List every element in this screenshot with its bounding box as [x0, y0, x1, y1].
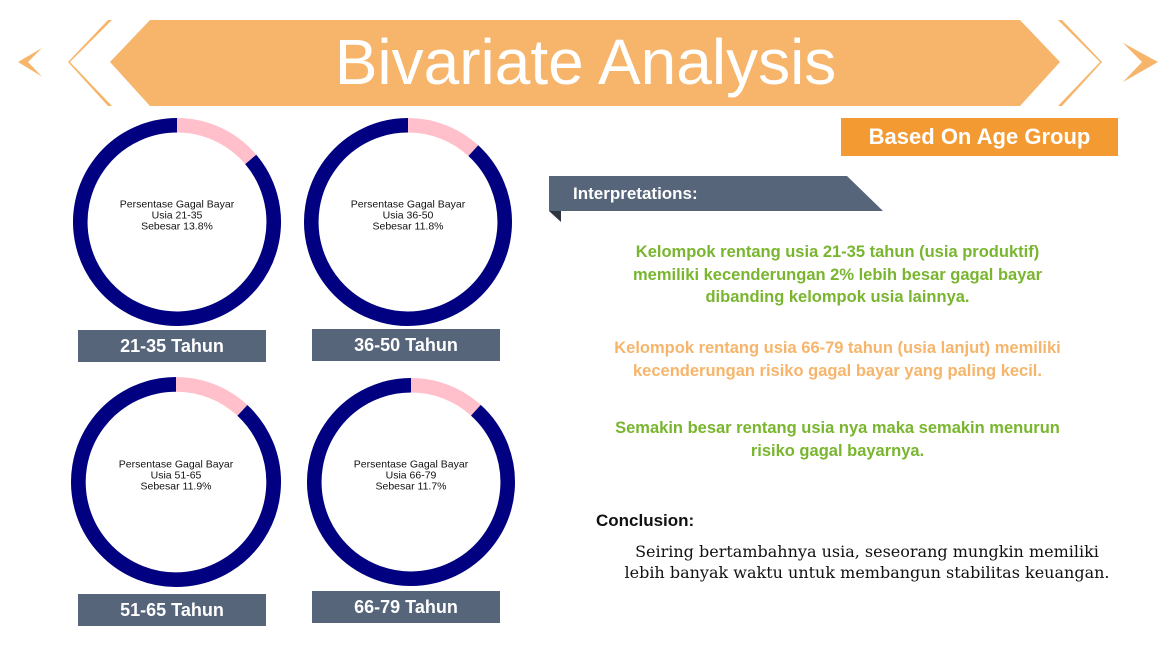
- donut-slice-gagal-bayar: [410, 378, 481, 416]
- group-label-66-79: 66-79 Tahun: [312, 591, 500, 623]
- donut-center-text: Sebesar 13.8%: [141, 221, 213, 233]
- conclusion-line: lebih banyak waktu untuk membangun stabi…: [624, 563, 1110, 582]
- interpretation-1-line: dibanding kelompok usia lainnya.: [705, 288, 970, 306]
- conclusion-title: Conclusion:: [596, 511, 695, 530]
- donut-slice-gagal-bayar: [176, 118, 257, 165]
- interpretation-3-line: Semakin besar rentang usia nya maka sema…: [615, 419, 1060, 437]
- group-label-36-50: 36-50 Tahun: [312, 329, 500, 361]
- donut-slice-lainnya: [71, 377, 281, 587]
- chevron-left-icon: [28, 20, 108, 106]
- interpretation-1: Kelompok rentang usia 21-35 tahun (usia …: [560, 241, 1115, 309]
- donut-center-text: Sebesar 11.8%: [372, 221, 443, 233]
- chevron-right-icon: [1020, 20, 1100, 106]
- donut-center-text: Sebesar 11.7%: [375, 481, 446, 493]
- donut-slice-lainnya: [307, 378, 515, 586]
- interpretation-3-line: risiko gagal bayarnya.: [750, 441, 925, 460]
- page-title: Bivariate Analysis: [334, 26, 837, 98]
- chevron-right-icon: [1062, 20, 1142, 106]
- donut-center-text: Persentase Gagal Bayar: [120, 199, 235, 211]
- donut-center-text: Persentase Gagal Bayar: [354, 459, 469, 471]
- interpretation-1-line: Kelompok rentang usia 21-35 tahun (usia …: [635, 243, 1040, 261]
- donut-slice-gagal-bayar: [407, 118, 479, 157]
- donut-slice-lainnya: [304, 118, 512, 326]
- subtitle-badge: Based On Age Group: [841, 118, 1118, 156]
- donut-center-text: Sebesar 11.9%: [140, 481, 211, 493]
- donut-center-text: Usia 66-79: [386, 470, 437, 482]
- conclusion-text: Seiring bertambahnya usia, seseorang mun…: [612, 541, 1122, 583]
- interpretation-2: Kelompok rentang usia 66-79 tahun (usia …: [560, 337, 1115, 382]
- interpretations-header: [549, 176, 883, 222]
- interpretation-1-line: memiliki kecenderungan 2% lebih besar ga…: [633, 265, 1042, 284]
- chevron-left-icon: [70, 20, 150, 106]
- donut-slice-gagal-bayar: [175, 377, 248, 416]
- donut-center-text: Usia 51-65: [151, 470, 202, 482]
- group-label-51-65: 51-65 Tahun: [78, 594, 266, 626]
- donut-center-text: Usia 36-50: [383, 210, 434, 222]
- interpretation-2-line: kecenderungan risiko gagal bayar yang pa…: [633, 361, 1042, 380]
- donut-center-text: Usia 21-35: [152, 210, 203, 222]
- interpretations-title: Interpretations:: [573, 184, 698, 203]
- interpretation-3: Semakin besar rentang usia nya maka sema…: [560, 417, 1115, 462]
- donut-center-text: Persentase Gagal Bayar: [351, 199, 466, 211]
- interpretation-2-line: Kelompok rentang usia 66-79 tahun (usia …: [614, 339, 1061, 357]
- donut-slice-lainnya: [73, 118, 281, 326]
- donut-center-text: Persentase Gagal Bayar: [119, 459, 234, 471]
- conclusion-line: Seiring bertambahnya usia, seseorang mun…: [635, 542, 1099, 561]
- title-banner: [18, 20, 1158, 106]
- banner-bar: [18, 20, 1158, 106]
- group-label-21-35: 21-35 Tahun: [78, 330, 266, 362]
